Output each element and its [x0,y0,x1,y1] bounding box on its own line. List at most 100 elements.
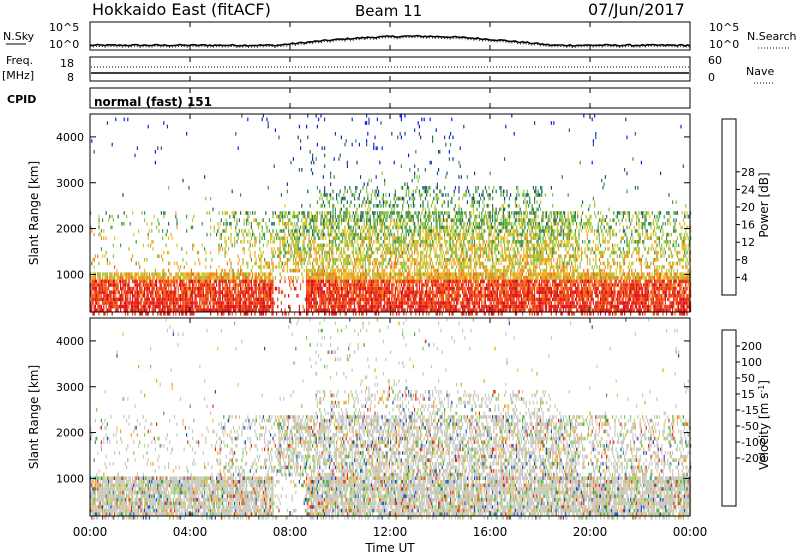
heatmap-cell [117,304,119,309]
heatmap-cell [306,312,308,316]
heatmap-cell [351,283,353,287]
heatmap-cell [374,135,376,140]
heatmap-cell [112,294,114,298]
heatmap-cell [336,294,338,298]
heatmap-cell [92,286,94,291]
heatmap-cell [384,214,386,219]
heatmap-cell [344,308,346,312]
heatmap-cell [380,225,382,230]
heatmap-cell [414,258,416,262]
heatmap-cell [402,304,404,309]
heatmap-cell [344,294,346,298]
heatmap-cell [418,290,420,294]
heatmap-cell [159,301,161,305]
heatmap-cell [224,250,226,255]
heatmap-cell [240,290,242,294]
heatmap-cell [409,168,411,172]
heatmap-cell [348,232,350,237]
heatmap-cell [316,232,318,237]
heatmap-cell [344,186,346,190]
heatmap-cell [303,258,305,262]
heatmap-cell [343,250,345,255]
heatmap-cell [172,279,174,284]
heatmap-cell [320,294,322,298]
heatmap-cell [363,247,365,251]
heatmap-cell [319,301,321,305]
heatmap-cell [170,297,172,302]
heatmap-cell [244,304,246,309]
heatmap-cell [157,286,159,291]
heatmap-cell [330,247,332,251]
heatmap-cell [373,297,375,302]
heatmap-cell [398,290,400,294]
heatmap-cell [253,308,255,312]
heatmap-cell [374,232,376,237]
heatmap-cell [348,243,350,248]
heatmap-cell [199,301,201,305]
heatmap-cell [279,272,281,276]
heatmap-cell [357,243,359,248]
heatmap-cell [182,178,184,183]
heatmap-cell [332,279,334,284]
heatmap-cell [309,225,311,230]
heatmap-cell [400,265,402,269]
heatmap-cell [264,236,266,240]
heatmap-cell [397,135,399,140]
heatmap-cell [188,304,190,309]
heatmap-cell [274,128,276,132]
heatmap-cell [112,243,114,248]
heatmap-cell [98,232,100,237]
heatmap-cell [240,301,242,305]
heatmap-cell [368,272,370,276]
heatmap-cell [400,114,402,118]
power-heatmap-cells [90,114,692,316]
heatmap-cell [422,225,424,230]
heatmap-cell [193,272,195,276]
heatmap-cell [282,214,284,219]
heatmap-cell [270,240,272,244]
heatmap-cell [157,146,159,150]
heatmap-cell [415,308,417,312]
heatmap-cell [310,254,312,258]
heatmap-cell [189,301,191,305]
heatmap-cell [115,304,117,309]
heatmap-cell [399,236,401,240]
heatmap-cell [232,211,234,215]
heatmap-cell [387,301,389,305]
heatmap-cell [210,294,212,298]
heatmap-cell [444,258,446,262]
heatmap-cell [210,279,212,284]
heatmap-cell [436,290,438,294]
heatmap-cell [340,214,342,219]
heatmap-cell [211,276,213,280]
heatmap-cell [368,279,370,284]
heatmap-cell [374,265,376,269]
heatmap-cell [237,294,239,298]
heatmap-cell [301,254,303,258]
heatmap-cell [381,276,383,280]
heatmap-cell [426,193,428,197]
heatmap-cell [352,218,354,222]
heatmap-cell [381,286,383,291]
heatmap-cell [175,294,177,298]
heatmap-cell [351,272,353,276]
heatmap-cell [241,297,243,302]
heatmap-cell [307,229,309,233]
heatmap-cell [357,283,359,287]
heatmap-cell [373,225,375,230]
heatmap-cell [120,276,122,280]
heatmap-cell [369,268,371,273]
heatmap-cell [406,200,408,204]
heatmap-cell [439,232,441,237]
heatmap-cell [308,236,310,240]
heatmap-cell [160,286,162,291]
heatmap-cell [114,294,116,298]
heatmap-cell [219,247,221,251]
heatmap-cell [346,308,348,312]
heatmap-cell [265,308,267,312]
heatmap-cell [438,254,440,258]
heatmap-cell [166,308,168,312]
heatmap-cell [328,200,330,204]
freq-right-tick-top: 60 [708,54,722,67]
heatmap-cell [306,283,308,287]
